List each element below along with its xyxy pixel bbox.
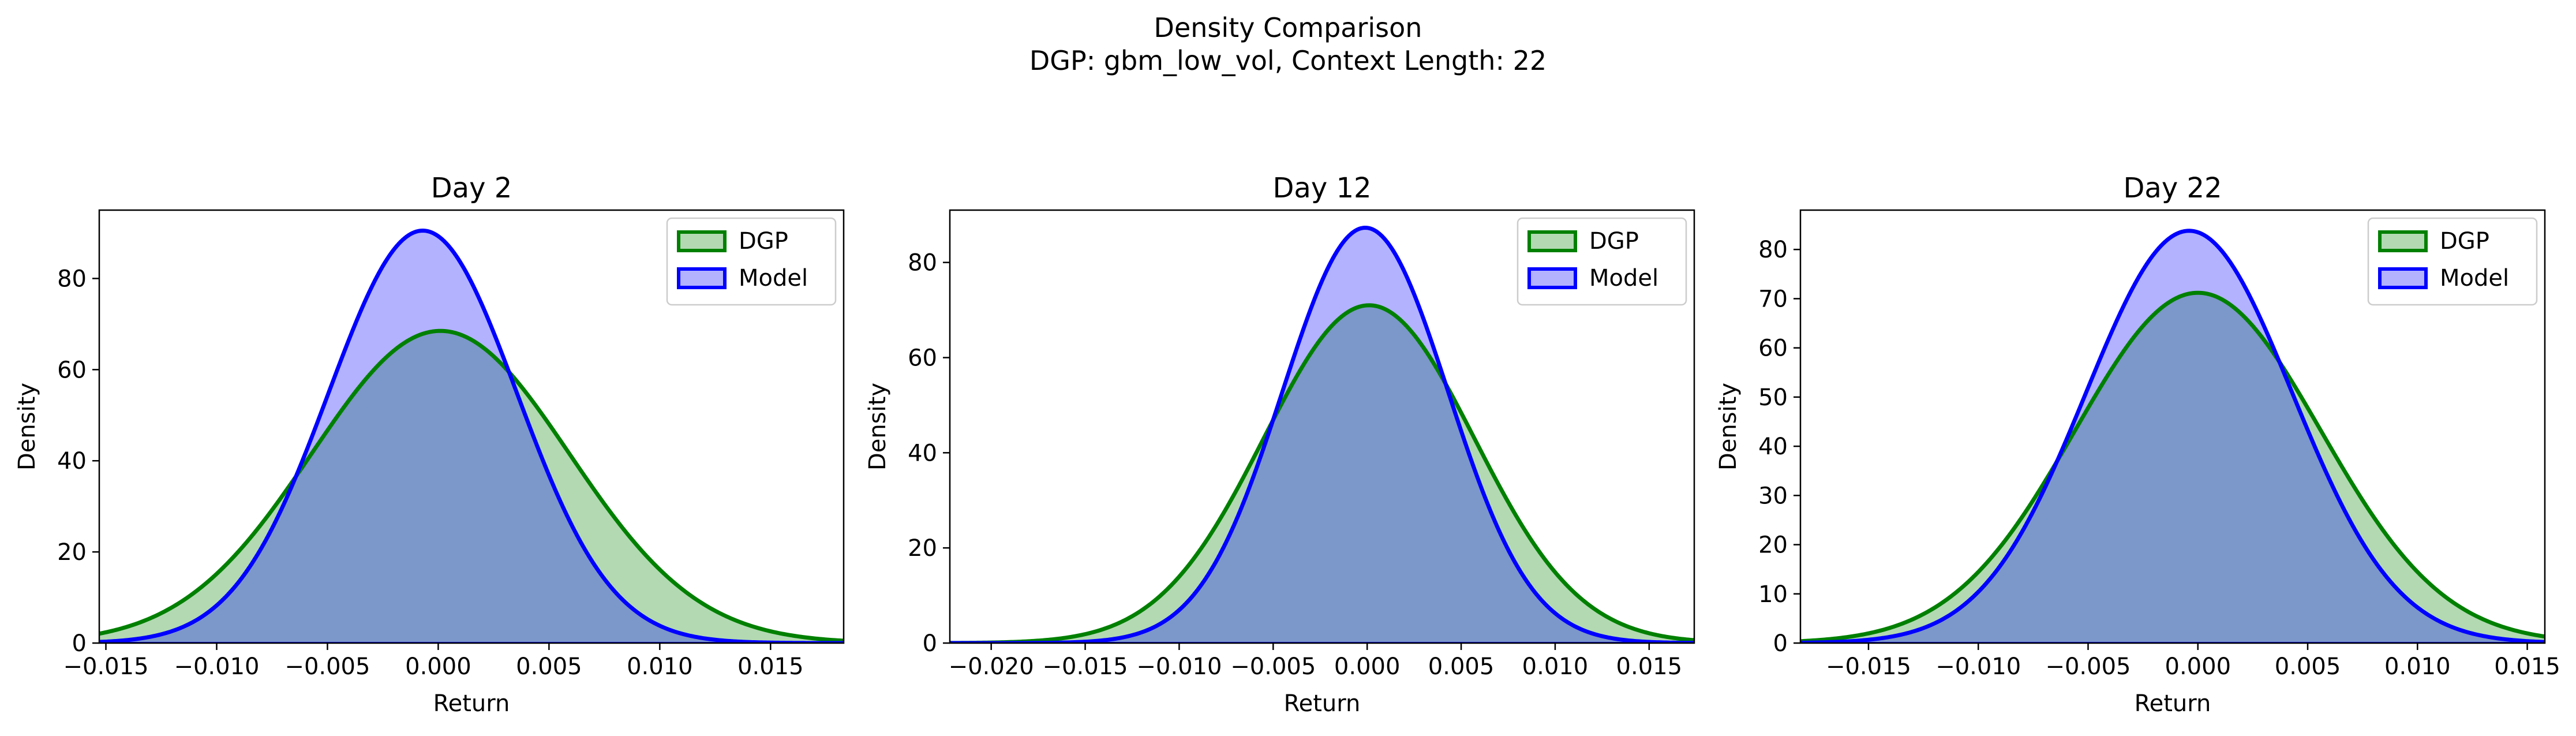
plot-frame (98, 209, 845, 644)
legend-label-model: Model (739, 265, 808, 292)
legend-swatch-model (2378, 267, 2428, 289)
density-fill-dgp (99, 331, 844, 643)
x-tick-label: −0.015 (63, 653, 149, 680)
x-axis-label: Return (1284, 690, 1361, 717)
y-tick-label: 80 (908, 250, 937, 277)
x-tick-label: 0.000 (405, 653, 471, 680)
x-tick-label: −0.010 (174, 653, 259, 680)
y-tick-label: 40 (908, 440, 937, 466)
legend-label-dgp: DGP (2440, 228, 2489, 255)
density-line-model (99, 229, 844, 643)
y-tick-label: 60 (57, 357, 87, 383)
y-tick-label: 60 (908, 345, 937, 371)
plot-content (950, 226, 1694, 643)
x-tick-label: −0.020 (949, 653, 1034, 680)
subplot-day-2: −0.020 −0.015 −0.010 −0.005 0.000 0.005 0.010 0… (864, 172, 1695, 717)
x-tick-label: 0.005 (2275, 653, 2341, 680)
subplot-title: Day 12 (1272, 172, 1371, 204)
y-tick-label: 0 (1773, 630, 1788, 657)
y-axis-label: Density (14, 383, 40, 470)
legend-swatch-model (677, 267, 727, 289)
y-tick-label: 80 (57, 266, 87, 292)
x-tick-label: −0.015 (1043, 653, 1128, 680)
y-tick-label: 70 (1758, 286, 1788, 312)
legend-box (1517, 217, 1687, 306)
y-tick-label: 50 (1758, 384, 1788, 411)
density-fill-model (950, 227, 1694, 643)
x-tick-label: 0.015 (2494, 653, 2560, 680)
x-tick-label: −0.010 (1136, 653, 1222, 680)
y-tick-label: 80 (1758, 237, 1788, 263)
subplot-day-3: −0.015 −0.010 −0.005 0.000 0.005 0.010 0.015 0 1… (1715, 172, 2560, 717)
x-tick-label: −0.005 (2045, 653, 2131, 680)
legend-box (2367, 217, 2538, 306)
y-tick-label: 10 (1758, 581, 1788, 608)
legend: DGP Model (2367, 217, 2538, 306)
y-tick-label: 40 (57, 448, 87, 475)
x-tick-label: −0.015 (1826, 653, 1911, 680)
figure-title: Density Comparison (1154, 12, 1422, 43)
x-tick-label: 0.015 (737, 653, 804, 680)
x-tick-label: −0.005 (284, 653, 370, 680)
subplot-day-1: −0.015 −0.010 −0.005 0.000 0.005 0.010 0.015 0 2… (14, 172, 845, 717)
x-tick-label: 0.000 (2165, 653, 2231, 680)
plot-content (1800, 229, 2545, 643)
density-line-model (1800, 229, 2545, 643)
y-tick-label: 30 (1758, 483, 1788, 509)
legend-box (666, 217, 837, 306)
y-tick-label: 20 (57, 539, 87, 566)
density-line-dgp (1800, 290, 2545, 643)
x-tick-label: 0.010 (627, 653, 693, 680)
legend-label-dgp: DGP (739, 228, 788, 255)
x-tick-label: 0.015 (1616, 653, 1683, 680)
y-tick-label: 0 (72, 630, 87, 657)
figure-subtitle: DGP: gbm_low_vol, Context Length: 22 (1029, 45, 1547, 76)
plot-frame (949, 209, 1695, 644)
density-fill-model (99, 230, 844, 643)
x-tick-label: 0.000 (1334, 653, 1401, 680)
legend-swatch-dgp (677, 230, 727, 252)
legend-swatch-dgp (2378, 230, 2428, 252)
density-line-dgp (99, 328, 844, 643)
y-axis-label: Density (1715, 383, 1742, 470)
x-tick-label: 0.005 (1428, 653, 1495, 680)
x-tick-label: 0.010 (1522, 653, 1589, 680)
legend: DGP Model (666, 217, 837, 306)
x-tick-label: 0.005 (516, 653, 582, 680)
subplot-title: Day 22 (2123, 172, 2222, 204)
x-axis-label: Return (433, 690, 510, 717)
x-tick-label: 0.010 (2384, 653, 2451, 680)
density-fill-dgp (950, 305, 1694, 643)
y-tick-label: 20 (1758, 532, 1788, 559)
plot-content (99, 229, 844, 643)
subplot-panels: −0.015 −0.010 −0.005 0.000 0.005 0.010 0.015 0 2… (14, 172, 2560, 717)
y-tick-label: 0 (923, 630, 937, 657)
legend-label-model: Model (2440, 265, 2509, 292)
y-tick-label: 40 (1758, 434, 1788, 460)
x-axis-label: Return (2135, 690, 2211, 717)
legend: DGP Model (1517, 217, 1687, 306)
subplot-title: Day 2 (431, 172, 512, 204)
y-tick-label: 60 (1758, 335, 1788, 362)
legend-swatch-dgp (1527, 230, 1577, 252)
y-axis-label: Density (864, 383, 891, 470)
x-tick-label: −0.005 (1230, 653, 1316, 680)
legend-label-model: Model (1589, 265, 1658, 292)
legend-label-dgp: DGP (1589, 228, 1639, 255)
x-tick-label: −0.010 (1935, 653, 2021, 680)
density-line-dgp (950, 303, 1694, 643)
legend-swatch-model (1527, 267, 1577, 289)
plot-frame (1799, 209, 2546, 644)
density-fill-dgp (1800, 293, 2545, 643)
y-tick-label: 20 (908, 535, 937, 562)
